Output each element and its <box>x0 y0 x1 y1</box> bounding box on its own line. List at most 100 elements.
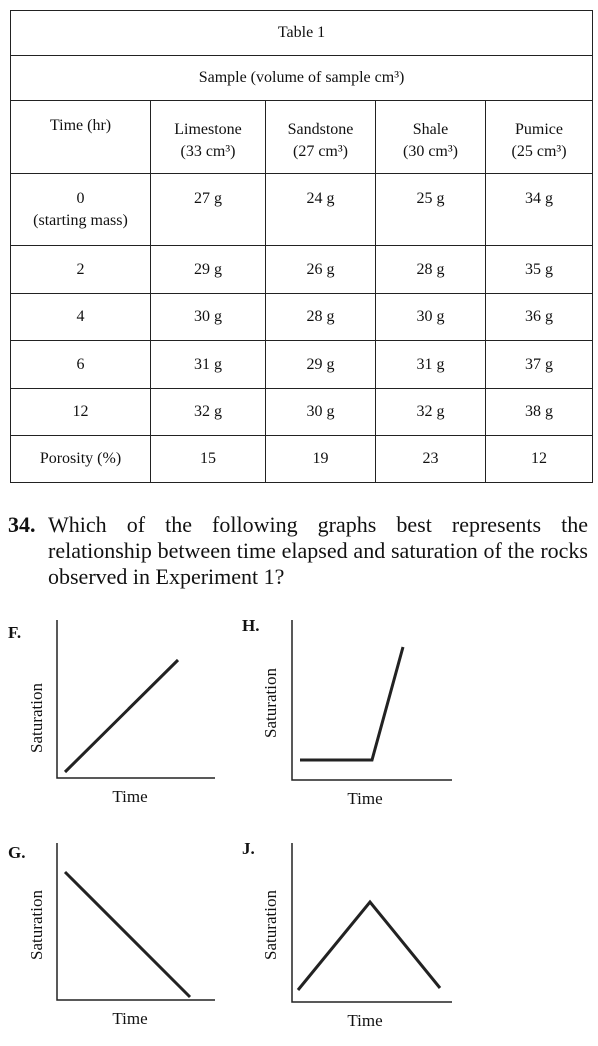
table-cell: 28 g <box>375 245 486 294</box>
cell-text: 35 g <box>525 260 554 278</box>
x-label: Time <box>347 789 382 808</box>
cell-text: 37 g <box>525 355 554 373</box>
cell-text: 19 <box>312 450 329 467</box>
graph-f: F. Saturation Time <box>8 620 215 806</box>
column-volume: (30 cm³) <box>403 143 458 160</box>
cell-text: 32 g <box>416 403 445 420</box>
y-label: Saturation <box>27 683 46 753</box>
table-row: Sample (volume of sample cm³) <box>9 55 594 101</box>
cell-text: 29 g <box>194 260 222 278</box>
cell-text: 0 <box>76 190 85 207</box>
x-label: Time <box>347 1011 382 1030</box>
cell-text: 26 g <box>306 260 335 278</box>
group-header: Sample (volume of sample cm³) <box>9 55 594 101</box>
cell-text: 24 g <box>306 190 335 207</box>
graph-label: G. <box>8 843 25 862</box>
column-header: Pumice (25 cm³) <box>484 100 594 174</box>
table-cell: 31 g <box>375 340 486 389</box>
table-cell: 0 (starting mass) <box>10 173 151 246</box>
cell-text: 6 <box>76 355 85 373</box>
curve <box>63 870 192 999</box>
table-cell: 32 g <box>150 388 266 436</box>
table-title: Table 1 <box>9 10 594 56</box>
table-row: Time (hr) Limestone (33 cm³) Sandstone (27 c… <box>10 100 594 174</box>
table-cell: 12 <box>484 435 594 483</box>
table-cell: 19 <box>265 435 376 483</box>
table-cell: 25 g <box>375 173 486 246</box>
x-label: Time <box>112 787 147 806</box>
column-volume: (33 cm³) <box>180 143 236 160</box>
cell-text: 31 g <box>194 355 222 373</box>
graph-g: G. Saturation Time <box>8 843 215 1028</box>
graph-label: J. <box>242 839 255 858</box>
table-cell: 30 g <box>150 293 266 341</box>
cell-note: (starting mass) <box>33 212 128 229</box>
column-name: Pumice <box>515 121 564 138</box>
cell-text: 12 <box>531 450 548 467</box>
table-cell: 6 <box>10 340 151 389</box>
table-cell: 24 g <box>265 173 376 246</box>
curve <box>63 658 180 774</box>
table-cell: Porosity (%) <box>10 435 151 483</box>
axes <box>56 843 215 1001</box>
table-cell: 2 <box>10 245 151 294</box>
axes <box>291 843 452 1003</box>
table-row: 2 29 g 26 g 28 g 35 g <box>10 245 594 294</box>
cell-text: 2 <box>76 260 85 278</box>
cell-text: 23 <box>422 450 439 467</box>
curve <box>300 646 405 762</box>
cell-text: 38 g <box>525 403 554 420</box>
graph-label: F. <box>8 623 21 642</box>
table-row: Porosity (%) 15 19 23 12 <box>10 435 594 483</box>
cell-text: 31 g <box>416 355 445 373</box>
table-cell: 32 g <box>375 388 486 436</box>
table-cell: 12 <box>10 388 151 436</box>
cell-text: 30 g <box>194 308 222 325</box>
cell-text: 4 <box>76 308 85 325</box>
cell-text: 12 <box>72 403 89 420</box>
question: 34. Which of the following graphs best r… <box>8 512 588 590</box>
cell-text: 28 g <box>416 260 445 278</box>
table-cell: 35 g <box>484 245 594 294</box>
table-cell: 37 g <box>484 340 594 389</box>
cell-text: 29 g <box>306 355 335 373</box>
column-header: Limestone (33 cm³) <box>150 100 266 174</box>
table-cell: 30 g <box>375 293 486 341</box>
column-volume: (27 cm³) <box>293 143 348 160</box>
column-header: Sandstone (27 cm³) <box>265 100 376 174</box>
table-cell: 34 g <box>484 173 594 246</box>
table-cell: 15 <box>150 435 266 483</box>
table-row: 6 31 g 29 g 31 g 37 g <box>10 340 594 389</box>
axes <box>56 620 215 779</box>
data-table: Table 1 Sample (volume of sample cm³) Time… <box>9 10 594 483</box>
table-cell: 26 g <box>265 245 376 294</box>
cell-text: 36 g <box>525 308 554 325</box>
graph-j: J. Saturation Time <box>242 839 452 1030</box>
cell-text: 28 g <box>306 308 335 325</box>
y-label: Saturation <box>261 890 280 960</box>
cell-text: 25 g <box>416 190 445 207</box>
graph-h: H. Saturation Time <box>242 616 452 808</box>
question-text: Which of the following graphs best repre… <box>48 512 588 589</box>
column-name: Sandstone <box>287 121 354 138</box>
cell-text: 32 g <box>194 403 222 420</box>
column-name: Limestone <box>174 121 242 138</box>
table-row: Table 1 <box>9 10 594 56</box>
question-number: 34. <box>8 512 36 537</box>
x-label: Time <box>112 1009 147 1028</box>
y-label: Saturation <box>261 668 280 738</box>
table-cell: 27 g <box>150 173 266 246</box>
cell-text: 30 g <box>306 403 335 420</box>
cell-text: 34 g <box>525 190 554 207</box>
axes <box>291 620 452 781</box>
y-label: Saturation <box>27 890 46 960</box>
cell-text: 27 g <box>194 190 222 207</box>
table-cell: 36 g <box>484 293 594 341</box>
cell-text: Porosity (%) <box>39 450 122 467</box>
column-header: Shale (30 cm³) <box>375 100 486 174</box>
column-volume: (25 cm³) <box>511 143 567 160</box>
column-name: Shale <box>412 121 449 138</box>
table-row: 0 (starting mass) 27 g 24 g 25 g 34 g <box>10 173 594 246</box>
